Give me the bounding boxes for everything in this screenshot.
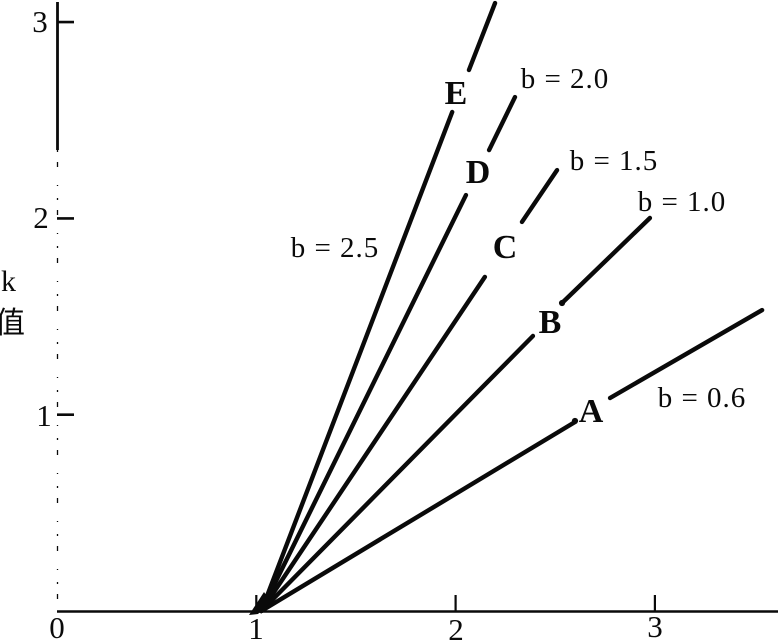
series-letter-E: E [444, 75, 468, 112]
y-axis-label-zhi: 值 [0, 307, 25, 340]
slope-label-b1-5: b = 1.5 [569, 145, 659, 177]
y-tick-label-3: 3 [32, 4, 48, 39]
x-tick-label-0: 0 [49, 610, 65, 642]
slope-label-b0-6: b = 0.6 [657, 382, 747, 414]
x-tick-label-3: 3 [647, 609, 663, 642]
slope-label-b2-5: b = 2.5 [290, 232, 380, 264]
series-letter-C: C [492, 229, 518, 266]
y-tick-label-1: 1 [36, 398, 52, 433]
series-letter-B: B [538, 304, 562, 341]
y-tick-label-2: 2 [33, 200, 49, 235]
slope-label-b2-0: b = 2.0 [520, 63, 610, 95]
x-tick-label-2: 2 [448, 612, 464, 642]
series-letter-A: A [578, 393, 604, 430]
slope-label-b1-0: b = 1.0 [637, 186, 727, 218]
y-axis-label-k: k [1, 265, 16, 298]
x-tick-label-1: 1 [248, 611, 264, 642]
series-letter-D: D [465, 154, 491, 191]
